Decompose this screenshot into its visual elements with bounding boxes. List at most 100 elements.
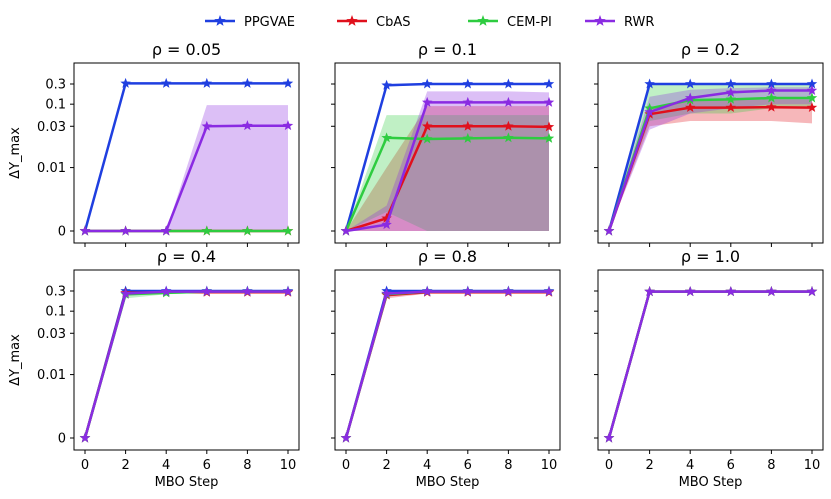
point-rwr-x8 [503, 286, 514, 297]
point-ppgvae-x8 [242, 77, 253, 88]
point-rwr-x8 [766, 85, 777, 95]
band-rwr [85, 291, 288, 438]
y-tick-label: 0.3 [45, 285, 66, 300]
point-rwr-x2 [644, 106, 655, 117]
point-cbas-x6 [462, 120, 474, 131]
series-line-ppgvae [344, 82, 549, 232]
point-rwr-x4 [421, 96, 433, 107]
y-tick-label: 0 [58, 432, 66, 447]
panel-title: ρ = 0.4 [157, 247, 216, 266]
y-axis-label: ΔY_max [8, 334, 23, 386]
panel-title: ρ = 1.0 [681, 247, 740, 266]
point-rwr-x6 [462, 286, 474, 297]
series-line-rwr [85, 124, 288, 233]
plot-frame [597, 269, 824, 451]
series-line-cbas [607, 290, 812, 439]
point-rwr-x4 [684, 286, 696, 297]
point-ppgvae-x6 [201, 77, 213, 88]
series-line-cbas [344, 291, 549, 439]
x-axis-label: MBO Step [155, 475, 219, 490]
legend-label: RWR [624, 15, 654, 30]
y-tick-label: 0 [58, 225, 66, 240]
point-rwr-x10 [543, 96, 555, 107]
point-rwr-x0 [340, 432, 352, 443]
x-tick-label: 10 [541, 458, 558, 473]
series-line-cem-pi [607, 290, 812, 439]
point-rwr-x2 [120, 288, 131, 299]
point-ppgvae-x2 [381, 79, 392, 90]
point-rwr-x2 [644, 286, 655, 297]
point-cbas-x6 [725, 102, 737, 113]
legend-marker [346, 15, 358, 26]
series-line-rwr [344, 290, 549, 439]
point-cbas-x10 [543, 121, 555, 132]
panels: ρ = 0.05 0 0.01 0.03 0.1 0.3 ΔY_max ρ = 0.1 ρ = … [8, 40, 824, 490]
x-tick-label: 2 [645, 458, 653, 473]
point-rwr-x8 [242, 286, 253, 297]
point-cbas-x8 [503, 120, 514, 131]
panel-title: ρ = 0.05 [152, 40, 221, 59]
point-cem-pi-x6 [201, 225, 213, 236]
x-axis-label: MBO Step [679, 475, 743, 490]
point-ppgvae-x2 [644, 78, 655, 89]
legend-marker [214, 15, 226, 26]
y-tick-label: 0.01 [37, 368, 66, 383]
point-rwr-x10 [806, 85, 818, 95]
x-tick-label: 0 [342, 458, 350, 473]
point-cem-pi-x10 [543, 132, 555, 143]
panel-title: ρ = 0.8 [418, 247, 477, 266]
point-rwr-x10 [282, 120, 294, 131]
point-rwr-x4 [421, 286, 433, 297]
series-line-ppgvae [83, 82, 288, 232]
point-rwr-x6 [201, 120, 213, 131]
panel-title: ρ = 0.2 [681, 40, 740, 59]
point-cbas-x4 [684, 102, 696, 113]
point-rwr-x6 [201, 286, 213, 297]
series-line-rwr [83, 290, 288, 439]
legend-marker [594, 15, 606, 26]
point-rwr-x10 [806, 286, 818, 297]
series-line-ppgvae [344, 289, 549, 439]
x-tick-label: 8 [243, 458, 251, 473]
x-tick-label: 8 [504, 458, 512, 473]
series-line-rwr [607, 89, 812, 232]
legend-entry-cem-pi: CEM-PI [468, 15, 552, 30]
point-rwr-x2 [120, 225, 131, 236]
point-ppgvae-x4 [684, 78, 696, 89]
band-rwr [346, 291, 549, 438]
band-cbas [85, 291, 288, 438]
point-ppgvae-x4 [421, 78, 433, 89]
y-tick-label: 0.1 [45, 305, 66, 320]
point-rwr-x10 [543, 286, 555, 297]
y-tick-label: 0.03 [37, 327, 66, 342]
point-cem-pi-x8 [242, 225, 253, 236]
point-cbas-x8 [766, 101, 777, 112]
point-rwr-x10 [282, 286, 294, 297]
x-tick-label: 4 [423, 458, 431, 473]
series-line-cbas [345, 125, 550, 233]
panel-title: ρ = 0.1 [418, 40, 477, 59]
point-cem-pi-x4 [421, 133, 433, 144]
band-rwr [609, 87, 812, 231]
band-rwr [85, 105, 288, 231]
point-ppgvae-x10 [543, 78, 555, 89]
x-tick-label: 2 [382, 458, 390, 473]
y-axis-label: ΔY_max [8, 127, 23, 179]
point-cem-pi-x8 [503, 132, 514, 143]
x-axis-label: MBO Step [416, 475, 480, 490]
point-cem-pi-x8 [766, 92, 777, 103]
x-tick-label: 10 [804, 458, 821, 473]
point-rwr-x8 [766, 286, 777, 297]
panel-rho-0-2: ρ = 0.2 [594, 40, 824, 247]
point-ppgvae-x8 [503, 78, 514, 89]
band-cbas [346, 291, 549, 438]
point-rwr-x0 [79, 432, 91, 443]
point-rwr-x4 [160, 225, 172, 236]
point-cem-pi-x2 [381, 132, 392, 143]
point-rwr-x6 [462, 96, 474, 107]
series-line-ppgvae [607, 82, 812, 232]
point-rwr-x0 [79, 225, 91, 236]
legend-label: PPGVAE [244, 15, 295, 30]
y-tick-label: 0.01 [37, 161, 66, 176]
